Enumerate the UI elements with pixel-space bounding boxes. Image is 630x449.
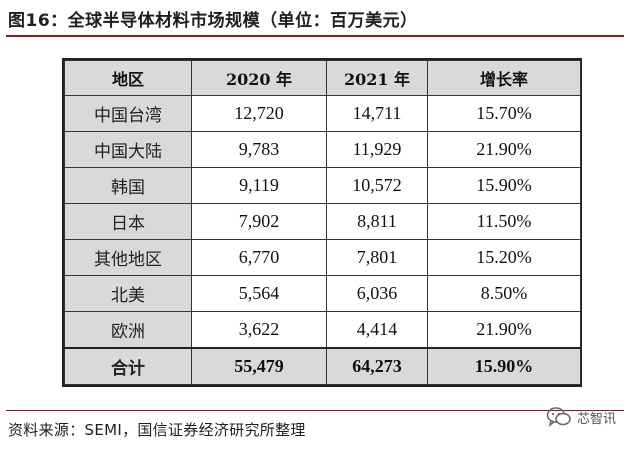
wechat-icon bbox=[546, 406, 572, 428]
value-2021-cell: 4,414 bbox=[326, 311, 428, 349]
table-row: 日本 7,902 8,811 11.50% bbox=[64, 203, 581, 240]
watermark: 芯智讯 bbox=[546, 406, 616, 428]
table-total-row: 合计 55,479 64,273 15.90% bbox=[64, 347, 581, 385]
value-2020-cell: 3,622 bbox=[191, 311, 327, 349]
region-cell: 其他地区 bbox=[64, 239, 192, 276]
table-row: 韩国 9,119 10,572 15.90% bbox=[64, 167, 581, 204]
value-2020-cell: 9,119 bbox=[191, 167, 327, 204]
table-header-row: 地区 2020 年 2021 年 增长率 bbox=[64, 60, 581, 96]
total-growth-cell: 15.90% bbox=[427, 347, 581, 385]
region-cell: 日本 bbox=[64, 203, 192, 240]
value-2021-cell: 7,801 bbox=[326, 239, 428, 276]
value-2021-cell: 10,572 bbox=[326, 167, 428, 204]
header-region: 地区 bbox=[64, 60, 192, 96]
growth-cell: 8.50% bbox=[427, 275, 581, 312]
growth-cell: 15.70% bbox=[427, 95, 581, 132]
growth-cell: 15.90% bbox=[427, 167, 581, 204]
value-2020-cell: 5,564 bbox=[191, 275, 327, 312]
table-row: 中国台湾 12,720 14,711 15.70% bbox=[64, 95, 581, 132]
figure-title: 图16：全球半导体材料市场规模（单位：百万美元） bbox=[8, 11, 418, 31]
header-2021: 2021 年 bbox=[326, 60, 428, 96]
total-2021-cell: 64,273 bbox=[326, 347, 428, 385]
table-row: 中国大陆 9,783 11,929 21.90% bbox=[64, 131, 581, 168]
header-2020: 2020 年 bbox=[191, 60, 327, 96]
table-row: 其他地区 6,770 7,801 15.20% bbox=[64, 239, 581, 276]
watermark-text: 芯智讯 bbox=[576, 411, 616, 427]
total-2020-cell: 55,479 bbox=[191, 347, 327, 385]
region-cell: 中国大陆 bbox=[64, 131, 192, 168]
value-2020-cell: 12,720 bbox=[191, 95, 327, 132]
market-size-table-container: 地区 2020 年 2021 年 增长率 中国台湾 12,720 14,711 … bbox=[62, 58, 582, 387]
table-row: 北美 5,564 6,036 8.50% bbox=[64, 275, 581, 312]
total-label-cell: 合计 bbox=[64, 347, 192, 385]
value-2021-cell: 6,036 bbox=[326, 275, 428, 312]
value-2021-cell: 11,929 bbox=[326, 131, 428, 168]
value-2020-cell: 7,902 bbox=[191, 203, 327, 240]
table-row: 欧洲 3,622 4,414 21.90% bbox=[64, 311, 581, 349]
region-cell: 欧洲 bbox=[64, 311, 192, 349]
value-2020-cell: 6,770 bbox=[191, 239, 327, 276]
growth-cell: 21.90% bbox=[427, 131, 581, 168]
growth-cell: 21.90% bbox=[427, 311, 581, 349]
source-divider bbox=[6, 410, 624, 411]
source-note: 资料来源：SEMI，国信证券经济研究所整理 bbox=[8, 421, 306, 439]
growth-cell: 15.20% bbox=[427, 239, 581, 276]
value-2021-cell: 14,711 bbox=[326, 95, 428, 132]
header-growth: 增长率 bbox=[427, 60, 581, 96]
region-cell: 北美 bbox=[64, 275, 192, 312]
region-cell: 中国台湾 bbox=[64, 95, 192, 132]
region-cell: 韩国 bbox=[64, 167, 192, 204]
value-2020-cell: 9,783 bbox=[191, 131, 327, 168]
market-size-table: 地区 2020 年 2021 年 增长率 中国台湾 12,720 14,711 … bbox=[64, 60, 581, 385]
growth-cell: 11.50% bbox=[427, 203, 581, 240]
value-2021-cell: 8,811 bbox=[326, 203, 428, 240]
title-divider bbox=[6, 35, 624, 37]
